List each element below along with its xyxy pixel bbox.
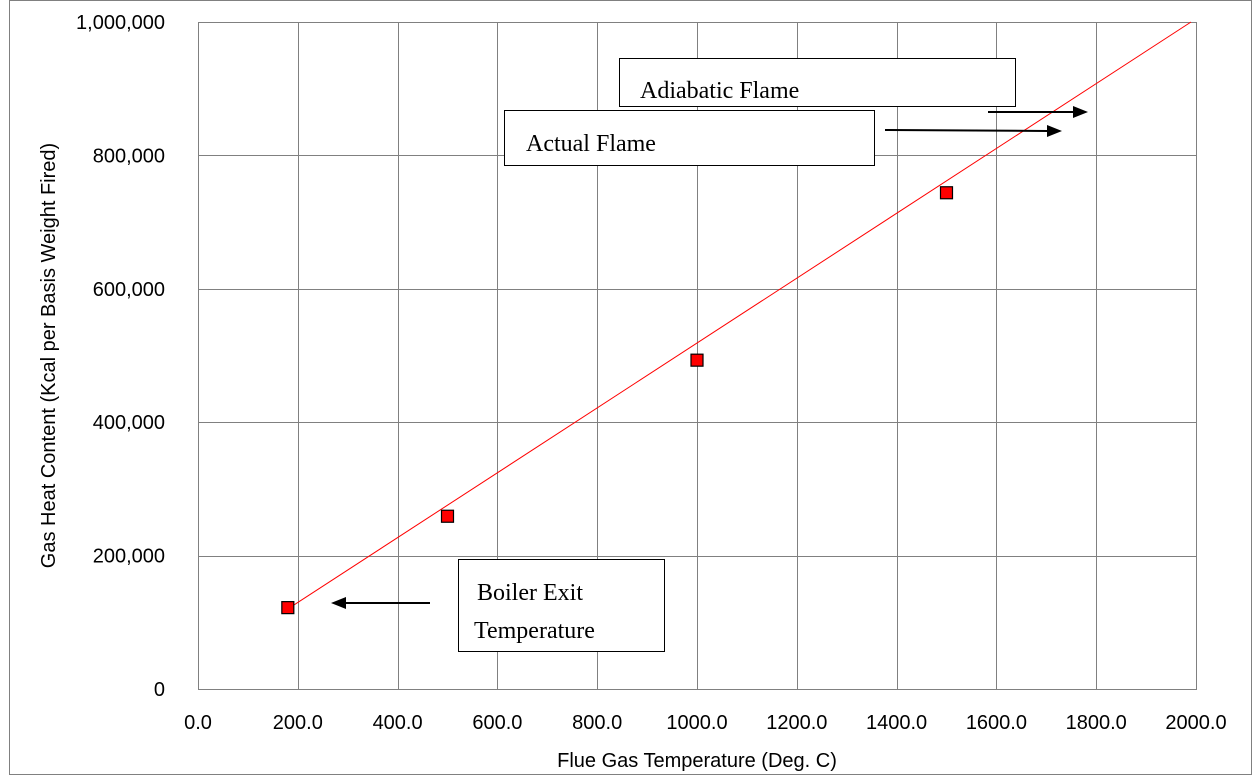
y-tick-label: 600,000 <box>93 279 165 301</box>
x-tick-label: 0.0 <box>184 712 212 734</box>
annotation-box <box>458 559 665 652</box>
data-series <box>281 21 1192 615</box>
trendline <box>287 21 1192 610</box>
annotation-label-line-1: Boiler Exit <box>477 580 583 606</box>
annotation-actual-flame: Actual Flame <box>504 110 875 166</box>
data-point <box>440 509 455 523</box>
tick-labels: 0.0 200.0 400.0 600.0 800.0 1000.0 1200.0 1400.… <box>76 12 1227 734</box>
x-tick-label: 200.0 <box>273 712 323 734</box>
arrow-boiler-exit <box>331 597 430 609</box>
annotation-label-line-2: Temperature <box>474 618 595 644</box>
annotation-box <box>504 110 875 166</box>
data-point <box>281 601 295 615</box>
data-point <box>690 353 704 367</box>
plot-area-frame <box>198 22 1197 690</box>
y-tick-label: 200,000 <box>93 546 165 568</box>
x-tick-label: 2000.0 <box>1165 712 1226 734</box>
x-tick-label: 1200.0 <box>766 712 827 734</box>
annotation-boiler-exit: Boiler Exit Temperature <box>458 559 665 652</box>
x-tick-label: 1000.0 <box>666 712 727 734</box>
y-tick-label: 400,000 <box>93 412 165 434</box>
x-tick-label: 1800.0 <box>1066 712 1127 734</box>
x-tick-label: 400.0 <box>373 712 423 734</box>
data-point <box>939 186 954 200</box>
y-tick-label: 1,000,000 <box>76 12 165 34</box>
x-tick-label: 1400.0 <box>866 712 927 734</box>
arrow-adiabatic-flame <box>988 106 1088 118</box>
x-axis-title: Flue Gas Temperature (Deg. C) <box>557 750 837 772</box>
x-tick-label: 800.0 <box>572 712 622 734</box>
y-axis-title: Gas Heat Content (Kcal per Basis Weight … <box>38 143 60 568</box>
x-tick-label: 1600.0 <box>966 712 1027 734</box>
y-tick-label: 0 <box>154 679 165 701</box>
annotation-adiabatic-flame: Adiabatic Flame <box>619 58 1016 107</box>
y-tick-label: 800,000 <box>93 145 165 167</box>
x-tick-label: 600.0 <box>472 712 522 734</box>
arrow-actual-flame <box>884 125 1062 137</box>
annotation-box <box>619 58 1016 107</box>
annotation-label: Adiabatic Flame <box>640 78 799 104</box>
annotation-label: Actual Flame <box>526 131 656 157</box>
